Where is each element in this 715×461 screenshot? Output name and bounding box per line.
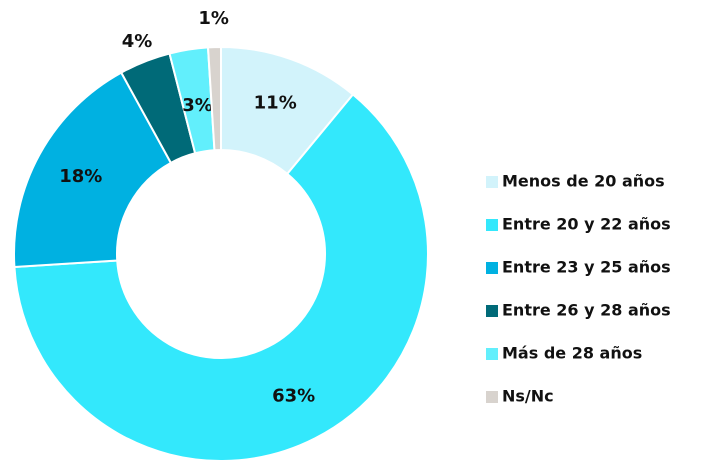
- legend-swatch: [486, 391, 498, 403]
- legend-label: Entre 26 y 28 años: [502, 301, 671, 320]
- data-label: 11%: [254, 92, 297, 113]
- legend-swatch: [486, 176, 498, 188]
- donut-slice: [13, 71, 173, 269]
- data-label: 63%: [272, 386, 315, 407]
- legend-swatch: [486, 305, 498, 317]
- legend-label: Menos de 20 años: [502, 172, 665, 191]
- legend-label: Entre 23 y 25 años: [502, 258, 671, 277]
- donut-slice: [206, 45, 222, 152]
- donut-slice: [13, 93, 429, 461]
- legend-label: Entre 20 y 22 años: [502, 215, 671, 234]
- legend-label: Ns/Nc: [502, 387, 554, 406]
- legend-label: Más de 28 años: [502, 344, 642, 363]
- data-label: 4%: [122, 31, 153, 52]
- legend-swatch: [486, 219, 498, 231]
- legend-swatch: [486, 262, 498, 274]
- data-label: 3%: [182, 95, 213, 116]
- data-label: 18%: [59, 166, 102, 187]
- data-label: 1%: [198, 8, 229, 29]
- legend-swatch: [486, 348, 498, 360]
